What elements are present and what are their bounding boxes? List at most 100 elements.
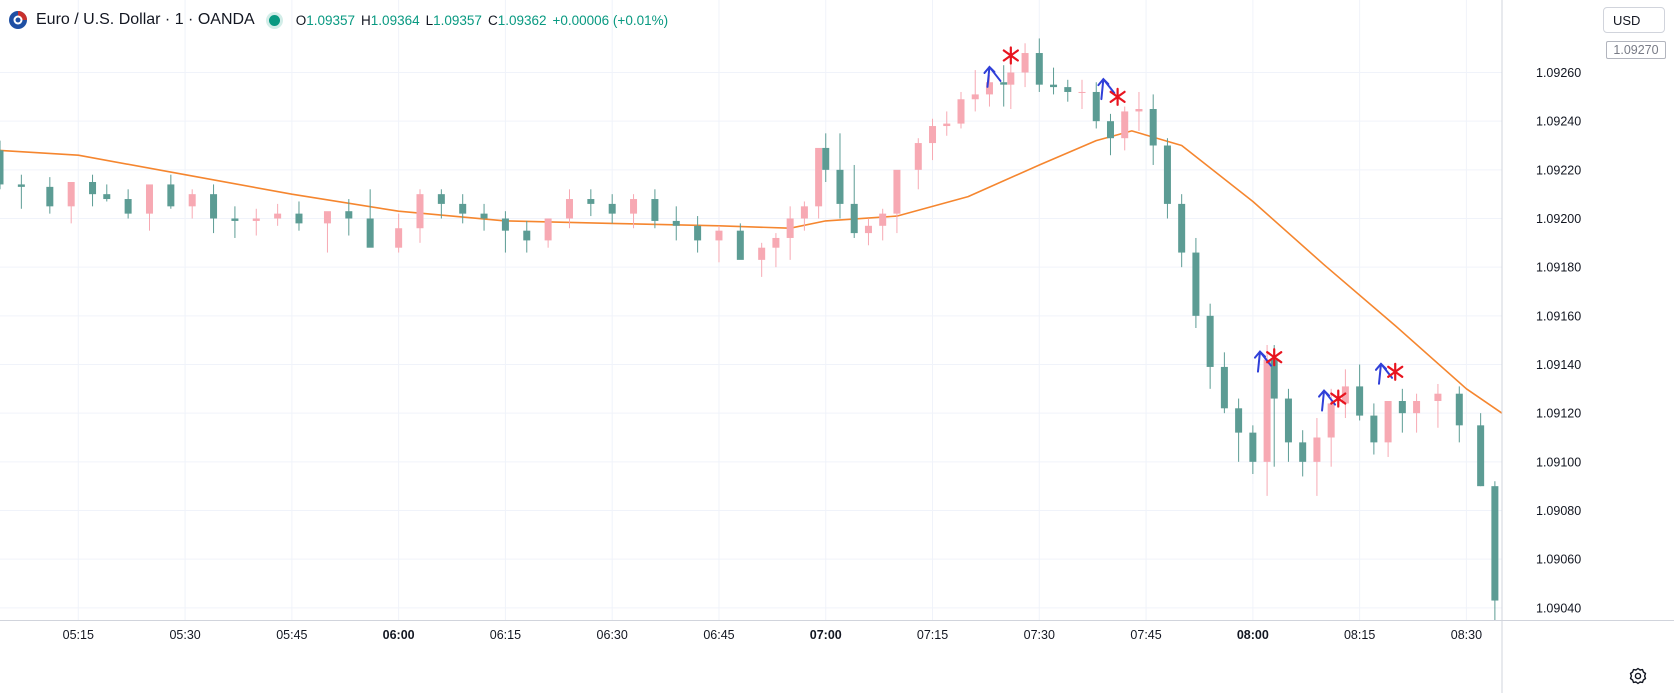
- candle-body: [274, 213, 282, 219]
- candle-body: [1078, 91, 1086, 93]
- candle-body: [103, 194, 111, 200]
- time-tick-label: 06:15: [490, 628, 521, 642]
- settings-gear-icon[interactable]: [1628, 666, 1648, 686]
- candle-body: [480, 213, 488, 219]
- euro-dollar-flag-icon[interactable]: [8, 10, 28, 30]
- price-tick-label: 1.09220: [1536, 163, 1581, 177]
- open-key: O: [295, 12, 307, 28]
- candle-body: [167, 184, 175, 207]
- currency-selector[interactable]: USD: [1603, 7, 1665, 33]
- candle-body: [1370, 415, 1378, 443]
- candle-body: [395, 228, 403, 248]
- time-tick-label: 07:15: [917, 628, 948, 642]
- candle-body: [815, 147, 823, 207]
- chart-grid: [0, 0, 1502, 620]
- candle-body: [89, 182, 97, 195]
- ohlc-values: O1.09357 H1.09364 L1.09357 C1.09362 +0.00006…: [296, 13, 674, 28]
- candle-body: [1384, 401, 1392, 443]
- candle-body: [1206, 315, 1214, 367]
- close-value: 1.09362: [497, 12, 547, 28]
- close-key: C: [487, 12, 498, 28]
- high-value: 1.09364: [370, 12, 420, 28]
- candle-body: [1356, 386, 1364, 416]
- candle-body: [715, 230, 723, 241]
- candle-body: [836, 169, 844, 204]
- candle-body: [1270, 359, 1278, 399]
- candle-body: [943, 123, 951, 127]
- time-tick-label: 07:00: [810, 628, 842, 642]
- price-tick-label: 1.09040: [1536, 601, 1581, 615]
- time-tick-label: 07:30: [1024, 628, 1055, 642]
- candle-body: [1121, 111, 1129, 139]
- candle-body: [1249, 432, 1257, 462]
- time-tick-label: 06:45: [703, 628, 734, 642]
- candle-body: [822, 147, 830, 170]
- candle-body: [1021, 53, 1029, 73]
- candles-layer: [0, 38, 1499, 620]
- price-tick-label: 1.09120: [1536, 407, 1581, 421]
- up-arrow-marker: [1253, 350, 1272, 373]
- candle-body: [17, 184, 25, 187]
- candle-body: [985, 82, 993, 95]
- candle-body: [345, 211, 353, 219]
- candle-body: [957, 99, 965, 124]
- star-marker: [1109, 87, 1126, 106]
- time-tick-label: 05:45: [276, 628, 307, 642]
- open-value: 1.09357: [306, 12, 356, 28]
- up-arrow-marker: [983, 65, 1002, 88]
- candle-body: [145, 184, 153, 214]
- star-marker: [1266, 348, 1283, 367]
- candle-body: [210, 194, 218, 219]
- change-value: +0.00006 (+0.01%): [552, 12, 669, 28]
- candle-body: [544, 218, 552, 241]
- low-value: 1.09357: [433, 12, 482, 28]
- candle-body: [1035, 53, 1043, 85]
- time-tick-label: 08:00: [1237, 628, 1269, 642]
- time-tick-label: 08:30: [1451, 628, 1482, 642]
- price-tick-label: 1.09140: [1536, 358, 1581, 372]
- candle-body: [879, 213, 887, 226]
- candle-body: [1135, 109, 1143, 112]
- candle-body: [437, 194, 445, 204]
- symbol-title[interactable]: Euro / U.S. Dollar · 1 · OANDA: [36, 11, 255, 28]
- candle-body: [1007, 72, 1015, 85]
- candle-body: [1163, 145, 1171, 204]
- candle-body: [366, 218, 374, 248]
- candle-body: [971, 94, 979, 100]
- candle-body: [736, 230, 744, 260]
- candle-body: [501, 218, 509, 231]
- candle-body: [416, 194, 424, 229]
- candle-body: [1192, 252, 1200, 316]
- candle-body: [630, 199, 638, 214]
- star-marker: [1330, 389, 1347, 408]
- time-tick-label: 08:15: [1344, 628, 1375, 642]
- candle-body: [323, 211, 331, 224]
- candle-body: [1284, 398, 1292, 443]
- candle-body: [1092, 91, 1100, 122]
- market-open-dot-icon: [268, 14, 280, 26]
- time-tick-label: 05:30: [169, 628, 200, 642]
- price-tick-label: 1.09060: [1536, 553, 1581, 567]
- candle-body: [295, 213, 303, 224]
- candle-body: [124, 199, 132, 214]
- price-tick-label: 1.09200: [1536, 212, 1581, 226]
- candle-body: [1413, 401, 1421, 414]
- candle-body: [772, 237, 780, 248]
- candle-body: [608, 203, 616, 214]
- candle-body: [1327, 403, 1335, 438]
- candle-body: [1491, 486, 1499, 601]
- time-tick-label: 05:15: [63, 628, 94, 642]
- candle-body: [1050, 84, 1058, 88]
- candle-body: [0, 150, 4, 185]
- candle-body: [1064, 87, 1072, 92]
- chart-legend: Euro / U.S. Dollar · 1 · OANDA O1.09357 H…: [8, 8, 674, 32]
- candle-body: [565, 199, 573, 219]
- candle-body: [1235, 408, 1243, 433]
- candle-body: [46, 186, 54, 207]
- candle-body: [1341, 386, 1349, 404]
- candle-body: [651, 199, 659, 221]
- candle-body: [1263, 359, 1271, 462]
- candle-body: [694, 225, 702, 241]
- candle-body: [1455, 393, 1463, 426]
